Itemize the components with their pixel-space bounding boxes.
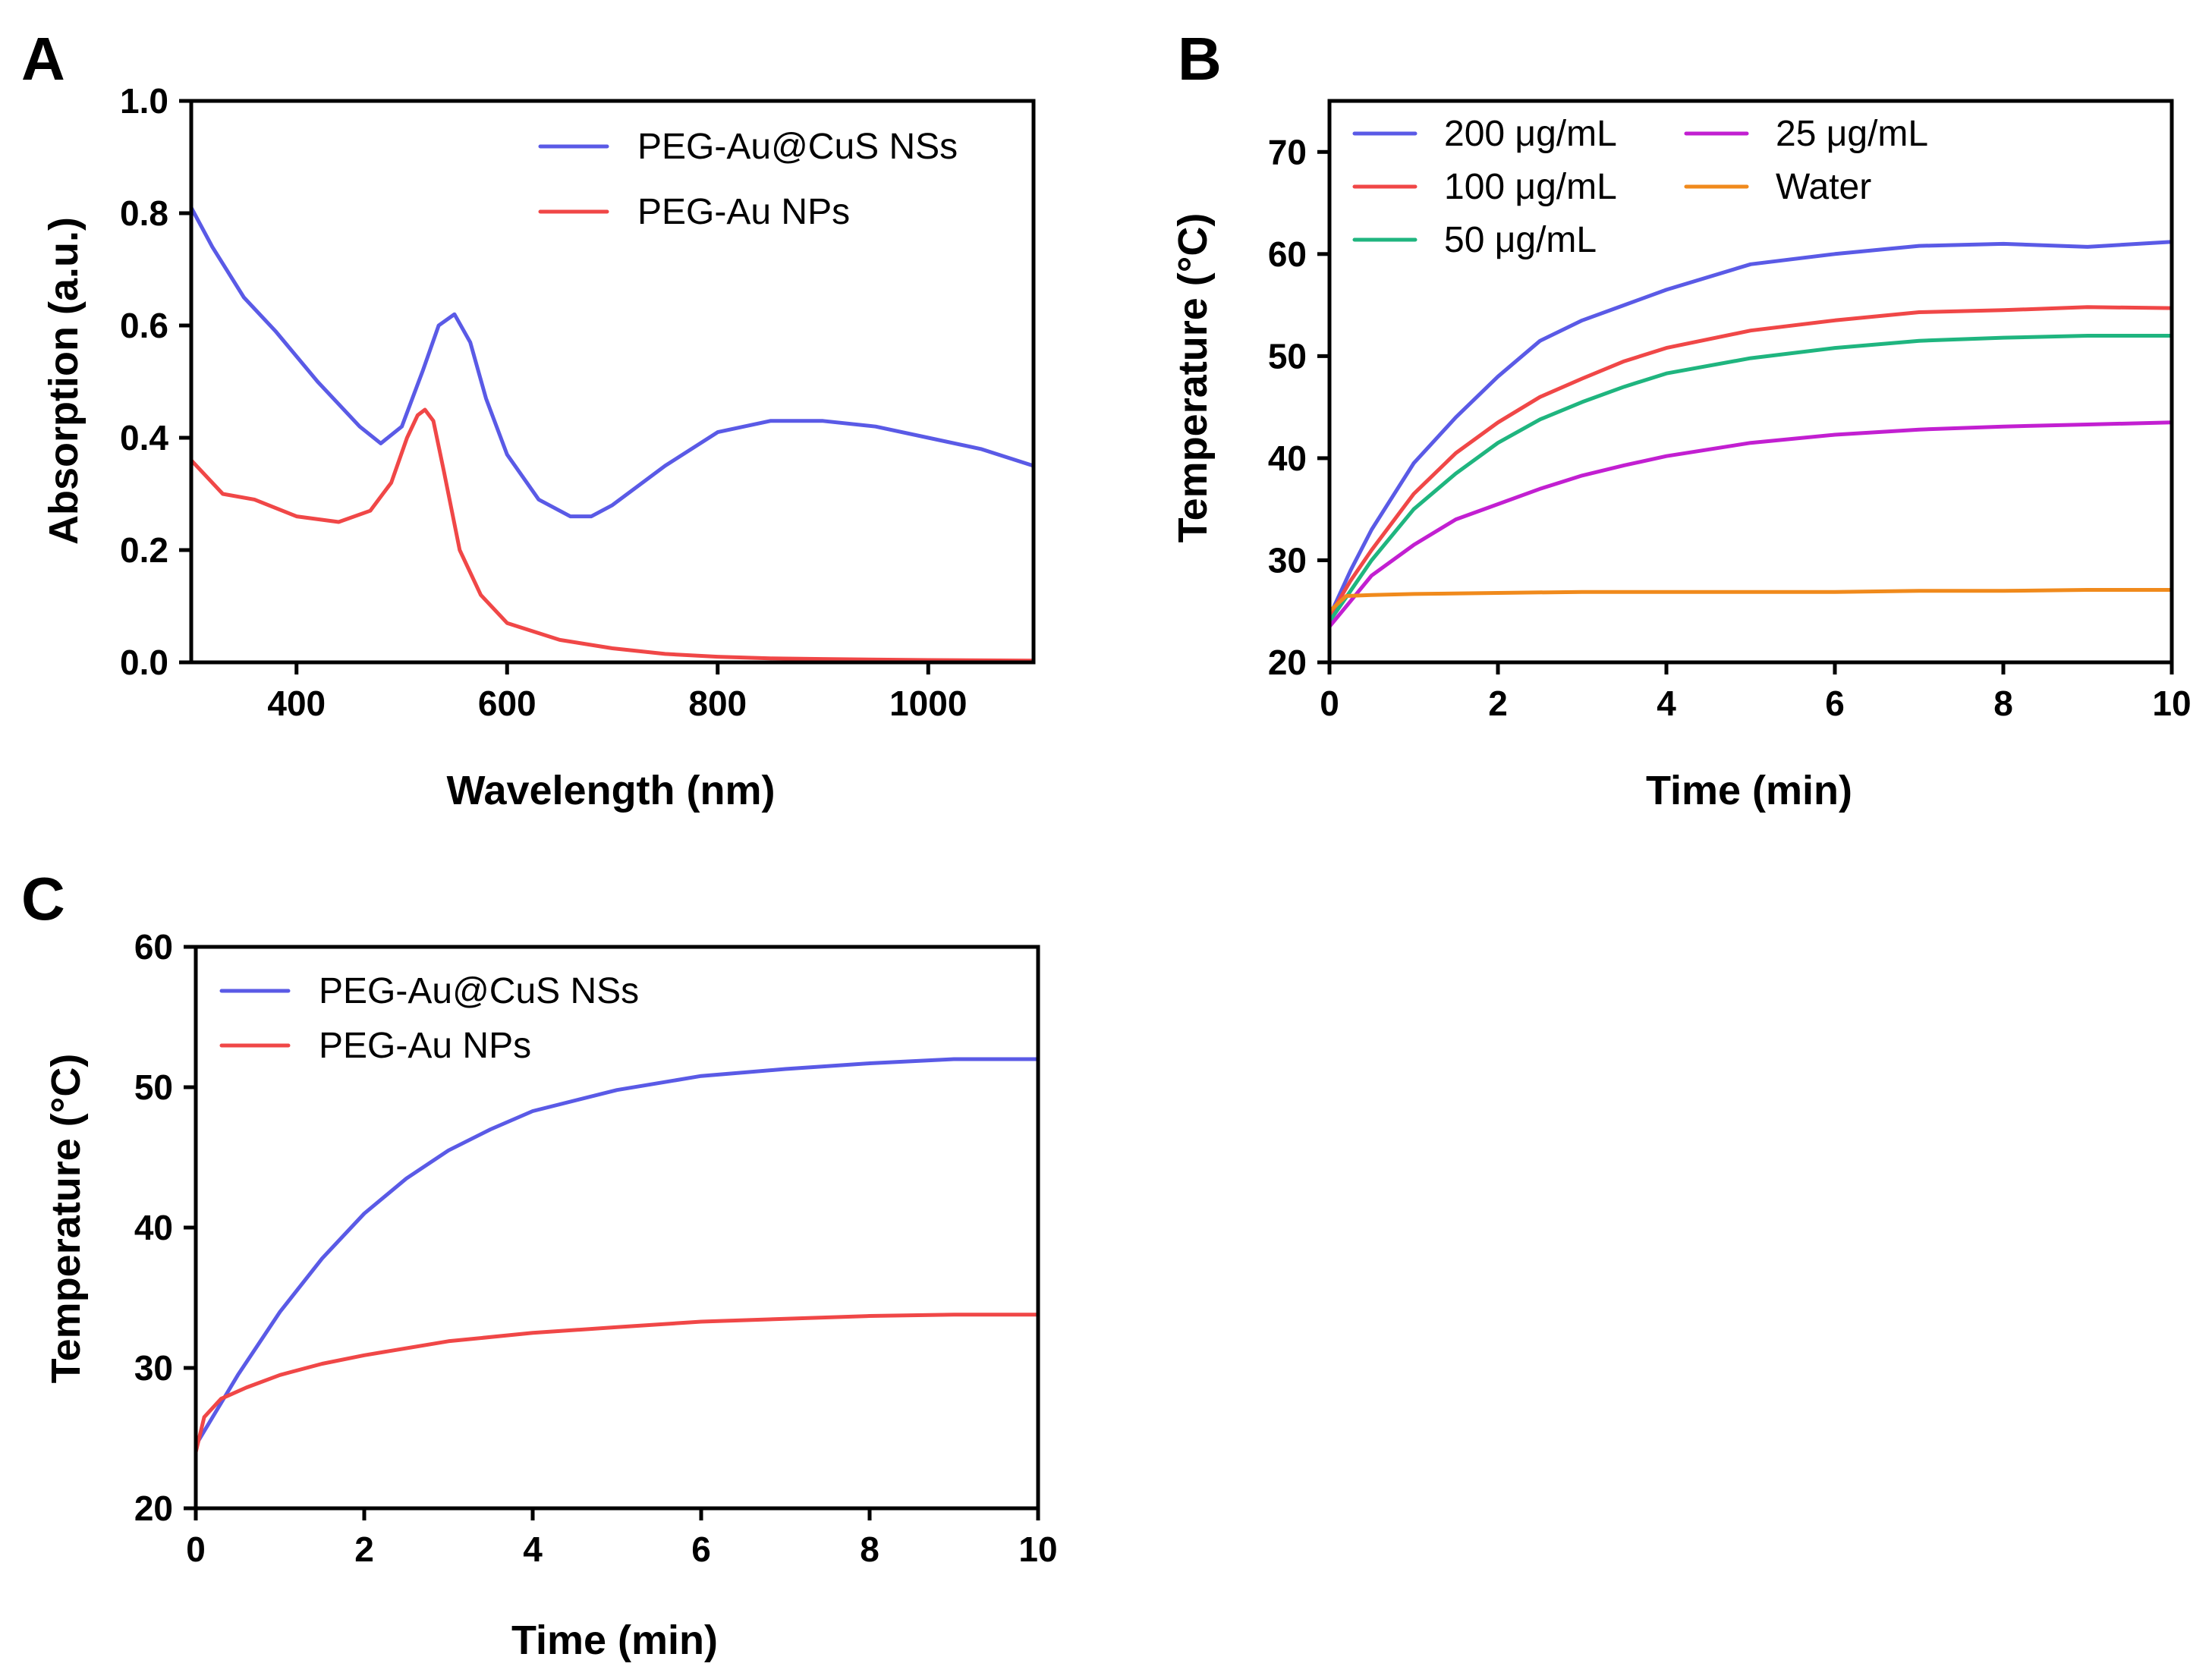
chart-a-ylabel: Absorption (a.u.) <box>41 217 87 545</box>
chart-b-series-1 <box>1327 305 2174 618</box>
chart-b-plot: 0 2 4 6 8 10 20 30 40 50 60 70 200 μg/mL 100 μg/mL 50 … <box>1268 99 2192 723</box>
chart-c-xlabel: Time (min) <box>511 1618 718 1663</box>
chart-a-xtick-label: 800 <box>688 684 747 723</box>
chart-a-ytick-label: 0.4 <box>120 418 168 457</box>
panel-c: C 0 2 4 6 8 10 20 30 40 50 60 PEG-Au@CuS NSs PEG-Au … <box>21 865 1058 1663</box>
chart-a-ytick-label: 1.0 <box>120 81 168 121</box>
chart-b-ytick-label: 30 <box>1268 540 1307 580</box>
chart-b-xtick-label: 10 <box>2152 684 2191 723</box>
legend-label: PEG-Au@CuS NSs <box>637 127 958 167</box>
chart-a-xtick-label: 600 <box>478 684 536 723</box>
chart-b-series-2 <box>1327 334 2174 624</box>
chart-b-xlabel: Time (min) <box>1646 768 1852 813</box>
chart-a-plot: 400 600 800 1000 0.0 0.2 0.4 0.6 0.8 1.0 PEG-Au@Cu… <box>120 81 1036 723</box>
chart-b-ytick-label: 20 <box>1268 643 1307 682</box>
chart-a-series-0 <box>189 206 1036 519</box>
panel-a: A 400 600 800 1000 0.0 0.2 0.4 0.6 0.8 1.0 PEG-Au@… <box>21 25 1036 813</box>
chart-c-xtick-label: 6 <box>691 1530 711 1569</box>
chart-c-xtick-label: 8 <box>860 1530 879 1569</box>
chart-c-ytick-label: 40 <box>134 1208 173 1247</box>
chart-a-frame <box>189 99 1036 665</box>
chart-b-series-4 <box>1327 588 2174 614</box>
panel-letter-a: A <box>21 25 65 93</box>
panel-b: B 0 2 4 6 8 10 20 30 40 50 60 70 200 μg/mL 100 μg/mL 5… <box>1170 25 2192 813</box>
chart-b-xtick-label: 6 <box>1825 684 1845 723</box>
legend-label: Water <box>1776 167 1871 207</box>
chart-c-ytick-label: 30 <box>134 1348 173 1388</box>
chart-a-ytick-label: 0.6 <box>120 306 168 345</box>
chart-c-xtick-label: 4 <box>523 1530 543 1569</box>
chart-b-xtick-label: 8 <box>1993 684 2013 723</box>
chart-a-ytick-label: 0.0 <box>120 643 168 682</box>
chart-c-ylabel: Temperature (°C) <box>43 1054 89 1384</box>
chart-c-xtick-label: 0 <box>186 1530 206 1569</box>
chart-b-xtick-label: 0 <box>1320 684 1339 723</box>
legend-label: 25 μg/mL <box>1776 114 1928 154</box>
panel-letter-c: C <box>21 865 65 932</box>
chart-b-ytick-label: 50 <box>1268 336 1307 376</box>
chart-b-legend: 200 μg/mL 100 μg/mL 50 μg/mL 25 μg/mL Water <box>1352 114 1928 260</box>
chart-b-ylabel: Temperature (°C) <box>1170 213 1216 543</box>
chart-c-ytick-label: 60 <box>134 927 173 967</box>
chart-a-xtick-label: 1000 <box>889 684 967 723</box>
chart-b-ytick-label: 60 <box>1268 234 1307 274</box>
chart-c-ytick-label: 50 <box>134 1067 173 1107</box>
chart-b-ytick-label: 40 <box>1268 439 1307 478</box>
chart-c-series-0 <box>194 1057 1040 1448</box>
chart-c-series-1 <box>194 1313 1040 1454</box>
panel-letter-b: B <box>1178 25 1222 93</box>
legend-label: PEG-Au@CuS NSs <box>319 971 639 1011</box>
chart-b-frame <box>1327 99 2174 665</box>
chart-a-ytick-label: 0.2 <box>120 530 168 570</box>
chart-a-series-1 <box>189 407 1036 663</box>
chart-a-ytick-label: 0.8 <box>120 193 168 233</box>
chart-c-plot: 0 2 4 6 8 10 20 30 40 50 60 PEG-Au@CuS NSs PEG-Au NP… <box>134 927 1058 1569</box>
legend-label: 200 μg/mL <box>1444 114 1617 154</box>
chart-b-ytick-label: 70 <box>1268 132 1307 171</box>
legend-label: 100 μg/mL <box>1444 167 1617 207</box>
legend-label: PEG-Au NPs <box>637 192 850 232</box>
chart-b-xtick-label: 4 <box>1657 684 1676 723</box>
chart-c-xtick-label: 10 <box>1018 1530 1057 1569</box>
chart-c-xtick-label: 2 <box>354 1530 374 1569</box>
legend-label: 50 μg/mL <box>1444 220 1597 260</box>
chart-a-legend: PEG-Au@CuS NSs PEG-Au NPs <box>538 127 958 232</box>
chart-a-xlabel: Wavelength (nm) <box>446 768 775 813</box>
chart-c-legend: PEG-Au@CuS NSs PEG-Au NPs <box>219 971 639 1066</box>
chart-b-series-0 <box>1327 240 2174 618</box>
chart-b-xtick-label: 2 <box>1488 684 1508 723</box>
chart-c-ytick-label: 20 <box>134 1489 173 1528</box>
legend-label: PEG-Au NPs <box>319 1026 531 1066</box>
chart-b-series-3 <box>1327 420 2174 629</box>
chart-a-xtick-label: 400 <box>267 684 326 723</box>
